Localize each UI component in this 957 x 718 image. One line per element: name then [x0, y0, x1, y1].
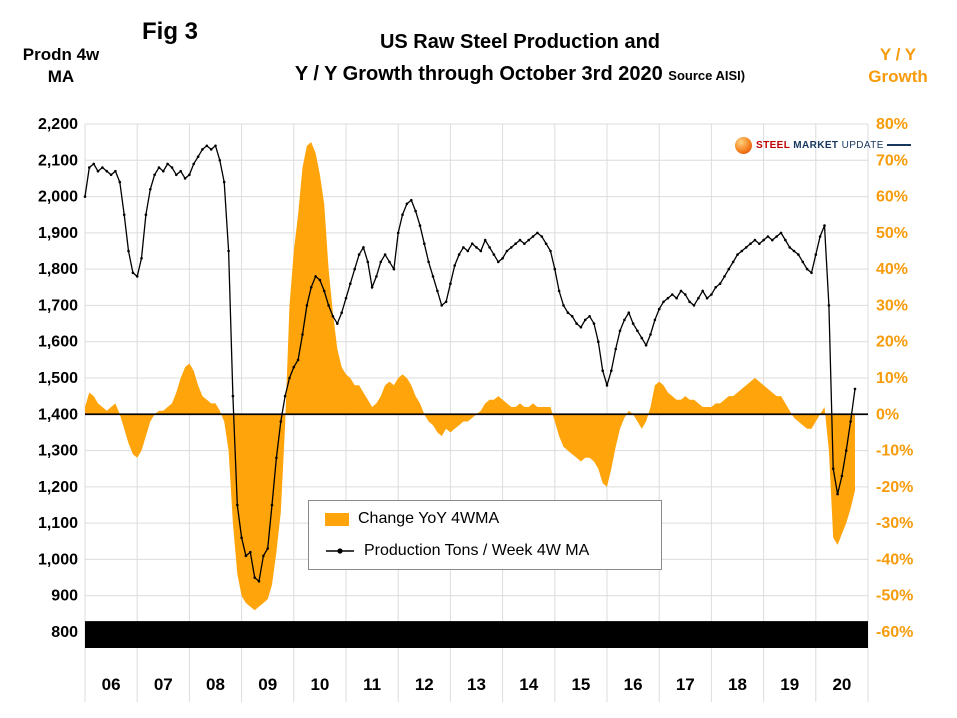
year-label: 19	[780, 675, 799, 694]
year-label: 10	[310, 675, 329, 694]
chart-title-line2: Y / Y Growth through October 3rd 2020 So…	[294, 63, 746, 85]
right-tick-label: 20%	[876, 334, 908, 351]
production-line-sample-icon	[326, 548, 354, 554]
left-tick-label: 1,300	[38, 443, 78, 460]
right-axis-tick-labels: 80% 70% 60% 50% 40% 30% 20% 10% 0% -10% -20% -30% -4…	[876, 116, 913, 641]
legend-item-yoy-area: Change YoY 4WMA	[325, 510, 645, 528]
chart-title: US Raw Steel Production and Y / Y Growth…	[170, 26, 870, 90]
production-line-series	[84, 144, 856, 583]
figure-number-label: Fig 3	[142, 18, 199, 45]
gridlines	[84, 123, 869, 702]
year-label: 20	[832, 675, 851, 694]
yoy-area-swatch-icon	[325, 512, 349, 526]
left-tick-label: 1,900	[38, 225, 78, 242]
right-tick-label: 40%	[876, 261, 908, 278]
right-tick-label: -50%	[876, 588, 913, 605]
right-tick-label: -20%	[876, 479, 913, 496]
year-label: 17	[676, 675, 695, 694]
bottom-band	[85, 621, 868, 648]
right-tick-label: -10%	[876, 443, 913, 460]
logo-rule	[886, 144, 911, 147]
left-tick-label: 1,100	[38, 515, 78, 532]
left-tick-label: 1,500	[38, 370, 78, 387]
year-label: 09	[258, 675, 277, 694]
right-tick-label: 70%	[876, 152, 908, 169]
production-line	[83, 144, 857, 583]
legend-item-production-line: Production Tons / Week 4W MA	[325, 542, 645, 560]
yoy-area-series	[85, 142, 855, 611]
year-label: 11	[363, 675, 381, 694]
right-tick-label: -40%	[876, 551, 913, 568]
left-axis-tick-labels: 2,200 2,100 2,000 1,900 1,800 1,700 1,600 1,500…	[38, 116, 78, 641]
year-label: 15	[571, 675, 590, 694]
right-tick-label: -30%	[876, 515, 913, 532]
right-tick-label: 80%	[876, 116, 908, 133]
bottom-black-band	[85, 621, 868, 648]
year-label: 14	[519, 675, 538, 694]
left-axis-title: Prodn 4w MA	[22, 45, 100, 87]
year-label: 07	[154, 675, 173, 694]
chart-legend: Change YoY 4WMA Production Tons / Week 4…	[308, 500, 662, 570]
logo-text: STEEL MARKET UPDATE	[756, 140, 911, 151]
left-tick-label: 900	[51, 588, 78, 605]
yoy-area	[85, 142, 855, 611]
left-tick-label: 1,800	[38, 261, 78, 278]
right-tick-label: 0%	[876, 406, 899, 423]
year-label: 16	[624, 675, 643, 694]
left-tick-label: 1,200	[38, 479, 78, 496]
left-tick-label: 1,700	[38, 297, 78, 314]
x-axis-year-labels: 06 07 08 09 10 11 12 13 14 15 16 17 18 19 20	[102, 675, 852, 694]
left-tick-label: 800	[51, 624, 78, 641]
legend-label-yoy: Change YoY 4WMA	[358, 510, 500, 527]
legend-label-production: Production Tons / Week 4W MA	[364, 542, 590, 559]
right-tick-label: 30%	[876, 297, 908, 314]
left-tick-label: 2,000	[38, 189, 78, 206]
year-label: 12	[415, 675, 434, 694]
year-label: 18	[728, 675, 747, 694]
left-tick-label: 2,200	[38, 116, 78, 133]
chart-title-line1: US Raw Steel Production and	[379, 31, 661, 53]
left-tick-label: 2,100	[38, 152, 78, 169]
year-label: 06	[102, 675, 121, 694]
right-tick-label: -60%	[876, 624, 913, 641]
right-tick-label: 10%	[876, 370, 908, 387]
left-tick-label: 1,600	[38, 334, 78, 351]
steel-market-update-logo: STEEL MARKET UPDATE	[735, 137, 911, 154]
logo-globe-icon	[735, 137, 752, 154]
left-tick-label: 1,400	[38, 406, 78, 423]
left-tick-label: 1,000	[38, 551, 78, 568]
year-label: 13	[467, 675, 486, 694]
right-tick-label: 50%	[876, 225, 908, 242]
right-axis-title: Y / Y Growth	[868, 45, 928, 87]
year-label: 08	[206, 675, 225, 694]
source-note: Source AISI)	[668, 68, 746, 83]
right-tick-label: 60%	[876, 189, 908, 206]
